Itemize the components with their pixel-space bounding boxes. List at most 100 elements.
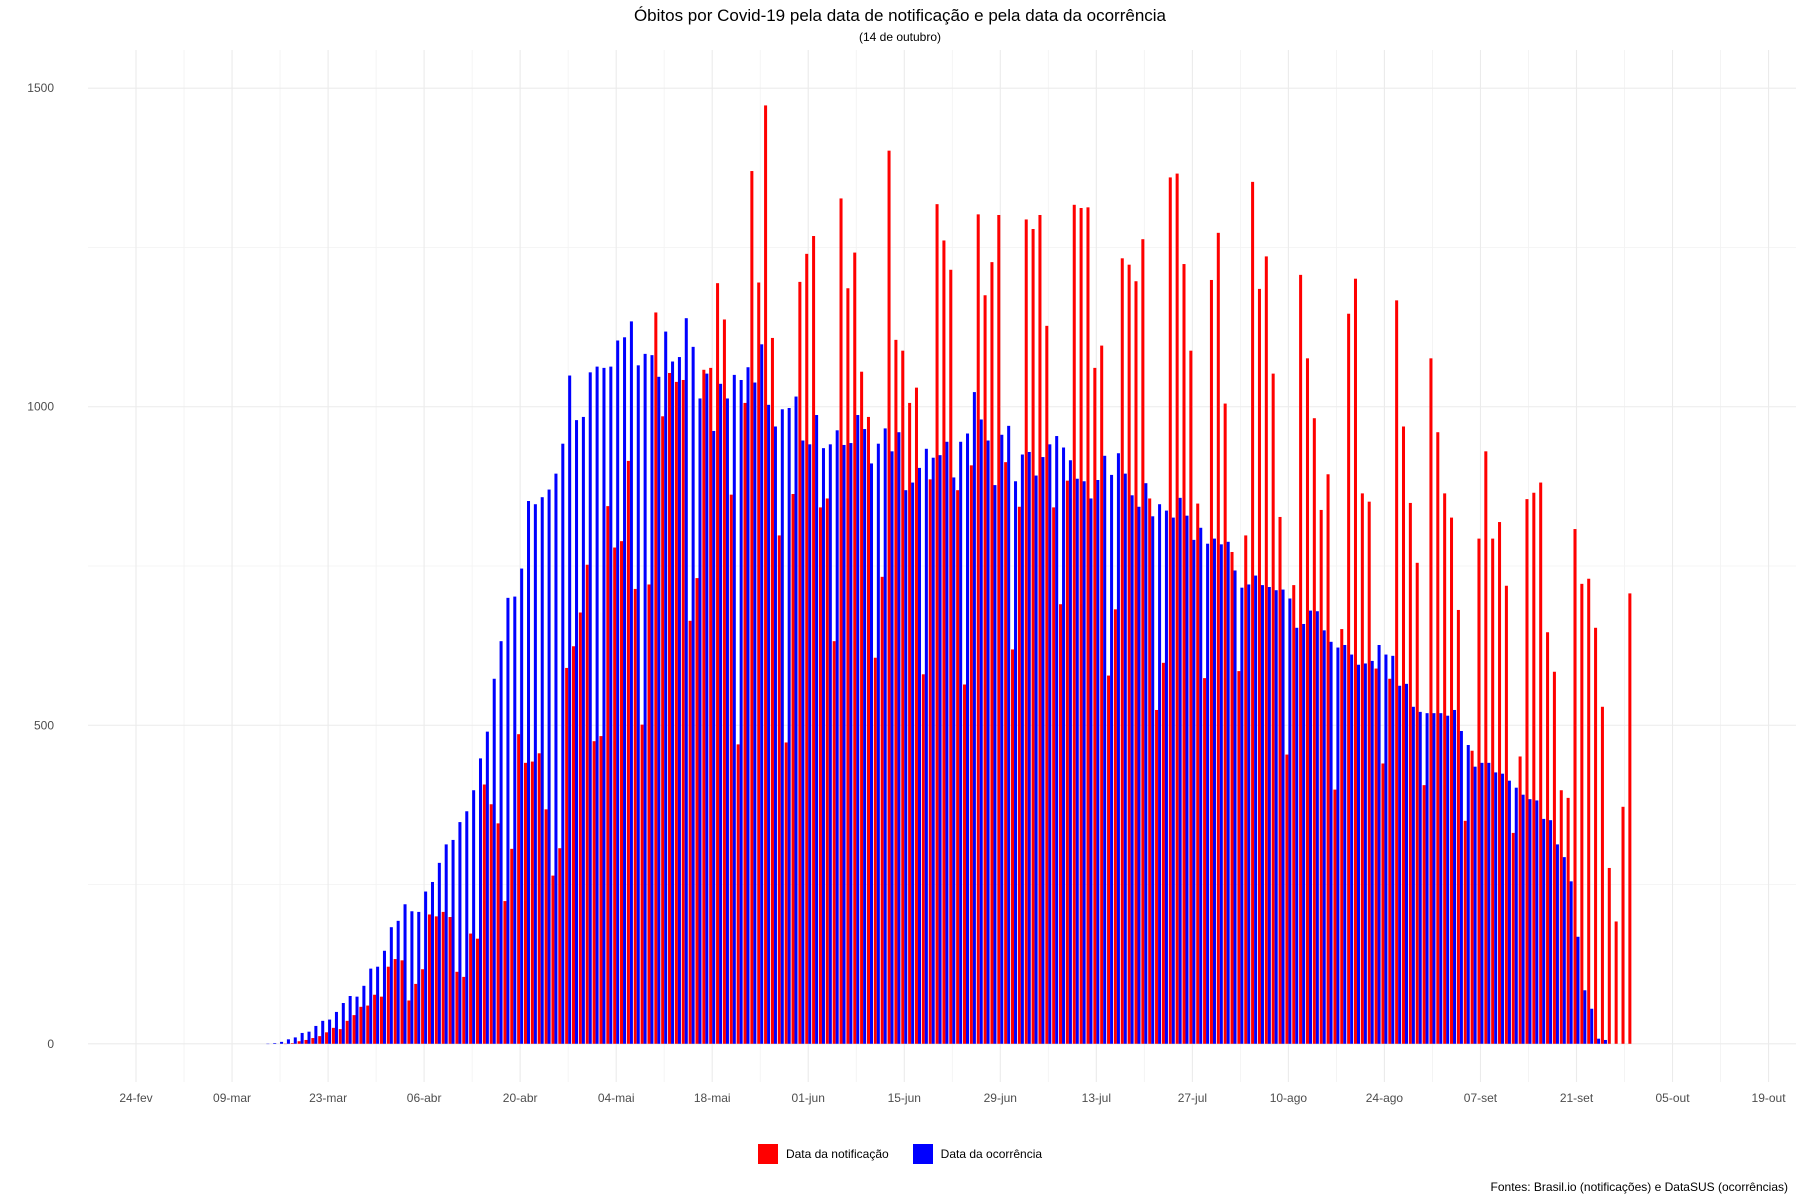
y-tick-label: 0 xyxy=(47,1037,54,1051)
bar xyxy=(650,355,654,1044)
bar xyxy=(1470,750,1474,1044)
legend-label-notificacao: Data da notificação xyxy=(785,1147,889,1161)
bar xyxy=(1319,509,1323,1044)
bar xyxy=(1621,806,1625,1044)
bar xyxy=(1418,711,1422,1044)
bar xyxy=(472,790,476,1044)
bar xyxy=(1219,544,1223,1044)
bar xyxy=(976,214,980,1044)
bar xyxy=(465,811,469,1044)
bar xyxy=(1401,426,1406,1044)
legend-item-ocorrencia: Data da ocorrência xyxy=(912,1144,1042,1164)
bar xyxy=(441,911,445,1044)
bar xyxy=(1607,867,1611,1044)
bar xyxy=(300,1032,304,1044)
bar xyxy=(592,741,596,1044)
bar xyxy=(869,463,873,1044)
bar xyxy=(746,367,750,1044)
bar xyxy=(280,1041,284,1044)
bar xyxy=(901,350,905,1044)
bar xyxy=(1199,527,1203,1044)
bar xyxy=(1549,820,1553,1044)
bar xyxy=(993,485,997,1044)
bar xyxy=(1072,204,1076,1044)
bar xyxy=(643,353,647,1044)
bar xyxy=(558,848,562,1044)
bar xyxy=(1031,229,1035,1044)
bar xyxy=(1422,785,1426,1044)
bar xyxy=(609,366,613,1044)
bar xyxy=(311,1038,315,1044)
bar xyxy=(719,383,723,1044)
bar xyxy=(1453,709,1457,1044)
bar xyxy=(482,784,486,1044)
bar xyxy=(1518,756,1522,1044)
bar xyxy=(290,1043,294,1044)
bar xyxy=(455,971,459,1044)
bar xyxy=(702,369,706,1044)
bar xyxy=(1059,604,1063,1044)
x-tick-label: 23-mar xyxy=(309,1091,347,1105)
bar xyxy=(362,985,366,1044)
bar xyxy=(640,724,644,1044)
bar xyxy=(359,1006,363,1044)
x-tick-label: 21-set xyxy=(1560,1091,1594,1105)
bar xyxy=(1347,313,1351,1044)
bar xyxy=(1203,678,1207,1044)
bar xyxy=(568,375,572,1044)
bar xyxy=(341,1003,345,1044)
bar xyxy=(1206,543,1210,1044)
bar xyxy=(791,494,795,1044)
bar xyxy=(1278,516,1282,1044)
bar xyxy=(1075,478,1079,1044)
bar xyxy=(334,1011,338,1044)
bar xyxy=(1532,492,1536,1044)
x-tick-label: 18-mai xyxy=(694,1091,731,1105)
bar xyxy=(1507,780,1511,1044)
bar xyxy=(1459,730,1463,1044)
bar xyxy=(787,408,791,1044)
bar xyxy=(729,494,733,1044)
bar xyxy=(890,451,894,1044)
bar xyxy=(1326,474,1330,1044)
bar xyxy=(866,416,870,1044)
bar xyxy=(286,1039,290,1044)
bar xyxy=(1603,1039,1607,1044)
bar xyxy=(1127,264,1131,1044)
x-tick-label: 04-mai xyxy=(598,1091,635,1105)
bar xyxy=(499,641,503,1044)
bar xyxy=(1511,832,1515,1044)
bar xyxy=(1192,539,1196,1044)
bar xyxy=(1374,668,1378,1044)
bar xyxy=(1148,498,1152,1044)
bar xyxy=(1539,482,1543,1044)
bar xyxy=(1068,460,1072,1044)
bar xyxy=(794,396,798,1044)
bar xyxy=(767,404,771,1044)
bar xyxy=(1594,627,1598,1044)
x-tick-label: 10-ago xyxy=(1270,1091,1308,1105)
bar xyxy=(1175,173,1179,1044)
bar xyxy=(1580,583,1584,1044)
bar xyxy=(544,809,548,1044)
bar xyxy=(1367,501,1371,1044)
bar xyxy=(860,371,864,1044)
bar xyxy=(904,490,908,1044)
bar xyxy=(1302,623,1306,1044)
bar xyxy=(1322,630,1326,1044)
x-tick-label: 19-out xyxy=(1752,1091,1787,1105)
chart-subtitle: (14 de outubro) xyxy=(858,30,942,44)
bar xyxy=(1216,232,1220,1044)
bar xyxy=(414,983,418,1044)
x-tick-label: 15-jun xyxy=(888,1091,921,1105)
bar xyxy=(917,467,922,1044)
bar xyxy=(1055,436,1059,1044)
bar xyxy=(1559,790,1563,1044)
y-tick-label: 1500 xyxy=(27,81,54,95)
bar xyxy=(668,372,672,1044)
bar xyxy=(1360,493,1364,1044)
bar xyxy=(386,966,390,1044)
bar xyxy=(1600,706,1604,1044)
bar xyxy=(1443,493,1447,1044)
bar xyxy=(938,455,942,1044)
